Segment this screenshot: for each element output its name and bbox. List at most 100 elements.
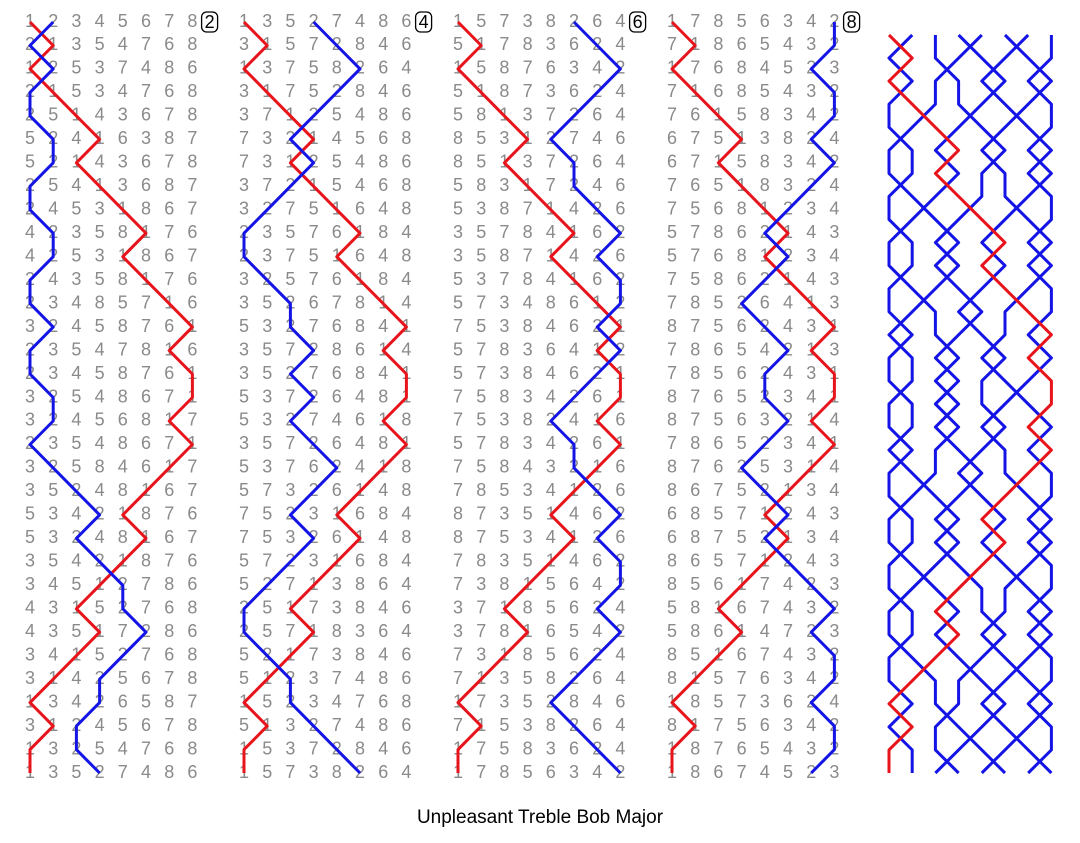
bell-digit: 8 <box>378 269 388 289</box>
bell-digit: 8 <box>95 457 105 477</box>
bell-digit: 7 <box>309 598 319 618</box>
bell-digit: 3 <box>25 551 35 571</box>
bell-digit: 3 <box>523 433 533 453</box>
bell-digit: 4 <box>783 292 793 312</box>
bell-digit: 6 <box>164 245 174 265</box>
bell-digit: 8 <box>401 175 411 195</box>
bell-digit: 7 <box>262 480 272 500</box>
bell-digit: 7 <box>667 105 677 125</box>
bell-digit: 5 <box>453 105 463 125</box>
bell-digit: 4 <box>615 598 625 618</box>
bell-digit: 5 <box>71 574 81 594</box>
bell-digit: 6 <box>615 480 625 500</box>
bell-digit: 5 <box>262 738 272 758</box>
bell-digit: 3 <box>25 574 35 594</box>
bell-digit: 3 <box>262 58 272 78</box>
bell-digit: 4 <box>401 621 411 641</box>
bell-digit: 6 <box>401 668 411 688</box>
bell-digit: 3 <box>239 292 249 312</box>
bell-digit: 8 <box>355 574 365 594</box>
bell-digit: 3 <box>239 34 249 54</box>
bell-digit: 7 <box>164 386 174 406</box>
bell-digit: 5 <box>453 81 463 101</box>
bell-digit: 8 <box>690 621 700 641</box>
bell-digit: 8 <box>499 433 509 453</box>
bell-digit: 8 <box>760 105 770 125</box>
bell-digit: 3 <box>25 668 35 688</box>
bell-digit: 8 <box>690 762 700 782</box>
bell-digit: 7 <box>523 81 533 101</box>
bell-digit: 5 <box>95 738 105 758</box>
bell-digit: 4 <box>546 363 556 383</box>
bell-digit: 6 <box>378 128 388 148</box>
bell-digit: 8 <box>378 222 388 242</box>
bell-digit: 7 <box>453 551 463 571</box>
bell-digit: 4 <box>806 386 816 406</box>
bell-digit: 6 <box>332 433 342 453</box>
bell-digit: 5 <box>95 34 105 54</box>
bell-digit: 8 <box>713 11 723 31</box>
bell-digit: 7 <box>332 11 342 31</box>
bell-digit: 5 <box>713 128 723 148</box>
bell-digit: 8 <box>164 58 174 78</box>
bell-digit: 6 <box>332 269 342 289</box>
treble-line <box>456 20 622 773</box>
bell-digit: 5 <box>453 363 463 383</box>
bell-digit: 8 <box>187 598 197 618</box>
bell-digit: 3 <box>760 128 770 148</box>
bell-digit: 3 <box>71 269 81 289</box>
bell-digit: 4 <box>829 527 839 547</box>
bell-digit: 4 <box>615 34 625 54</box>
bell-digit: 8 <box>141 551 151 571</box>
lead: 1 7 8 5 6 3 4 27 1 8 6 5 4 3 21 7 6 8 4 5 2 37 1 6 8 5 4 3 27 6 1 5 8 3 4 2… <box>667 11 861 782</box>
bell-digit: 2 <box>309 11 319 31</box>
bell-digit: 7 <box>285 339 295 359</box>
bell-digit: 3 <box>546 81 556 101</box>
bell-digit: 8 <box>332 58 342 78</box>
bell-digit: 8 <box>667 457 677 477</box>
bell-digit: 6 <box>760 11 770 31</box>
bell-digit: 3 <box>499 128 509 148</box>
bell-digit: 3 <box>783 668 793 688</box>
bell-digit: 5 <box>262 504 272 524</box>
bell-digit: 5 <box>476 58 486 78</box>
bell-digit: 4 <box>783 574 793 594</box>
bell-digit: 7 <box>760 644 770 664</box>
bell-digit: 8 <box>499 621 509 641</box>
bell-digit: 6 <box>401 34 411 54</box>
bell-digit: 4 <box>95 11 105 31</box>
bell-digit: 8 <box>187 11 197 31</box>
bell-digit: 5 <box>48 480 58 500</box>
bell-digit: 5 <box>25 152 35 172</box>
bell-digit: 8 <box>667 644 677 664</box>
bell-digit: 8 <box>713 222 723 242</box>
bell-digit: 7 <box>713 715 723 735</box>
bell-digit: 6 <box>783 691 793 711</box>
bell-digit: 3 <box>48 363 58 383</box>
bell-digit: 4 <box>355 457 365 477</box>
bell-digit: 7 <box>187 128 197 148</box>
bell-digit: 5 <box>713 504 723 524</box>
bell-digit: 4 <box>546 527 556 547</box>
bell-digit: 6 <box>332 527 342 547</box>
bell-digit: 6 <box>141 105 151 125</box>
bell-digit: 3 <box>499 668 509 688</box>
bell-digit: 3 <box>262 410 272 430</box>
bell-digit: 8 <box>401 410 411 430</box>
bell-digit: 3 <box>25 715 35 735</box>
bell-digit: 7 <box>546 105 556 125</box>
bell-digit: 3 <box>262 457 272 477</box>
bell-digit: 8 <box>499 81 509 101</box>
bell-digit: 5 <box>453 34 463 54</box>
bell-digit: 6 <box>713 457 723 477</box>
bell-digit: 8 <box>690 433 700 453</box>
bell-digit: 7 <box>164 152 174 172</box>
bell-digit: 7 <box>309 316 319 336</box>
bell-digit: 6 <box>569 316 579 336</box>
bell-digit: 4 <box>829 691 839 711</box>
bell-digit: 5 <box>523 668 533 688</box>
bell-digit: 5 <box>332 152 342 172</box>
lead: 1 3 5 2 7 4 8 63 1 5 7 2 8 4 61 3 7 5 8 2 6 43 1 7 5 2 8 4 63 7 1 2 5 4 8 6… <box>239 11 433 782</box>
bell-digit: 8 <box>476 175 486 195</box>
bell-digit: 5 <box>690 269 700 289</box>
